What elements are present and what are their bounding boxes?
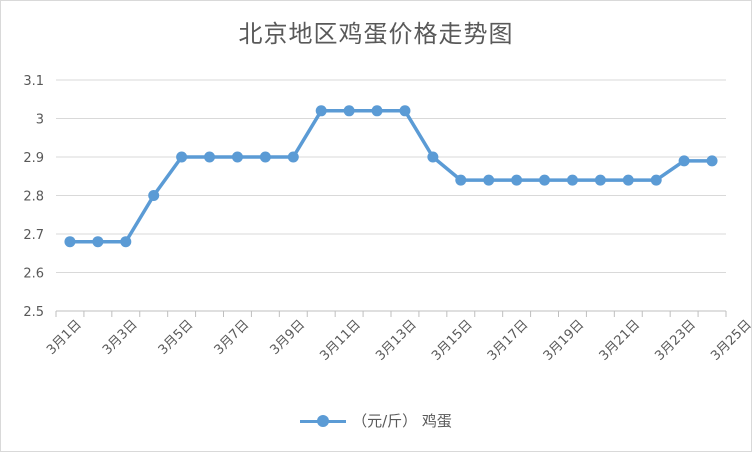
- data-point: [539, 174, 551, 186]
- y-tick-label: 2.6: [23, 267, 44, 282]
- x-tick-label: 3月9日: [267, 317, 308, 358]
- data-point: [706, 155, 718, 167]
- data-point: [371, 105, 383, 117]
- y-tick-label: 2.8: [23, 190, 44, 205]
- data-point: [259, 151, 271, 163]
- data-point: [287, 151, 299, 163]
- data-point: [315, 105, 327, 117]
- x-tick-label: 3月15日: [429, 317, 476, 364]
- y-tick-label: 2.5: [23, 305, 44, 320]
- series-line: [69, 109, 713, 244]
- data-point: [427, 151, 439, 163]
- chart-title: 北京地区鸡蛋价格走势图: [238, 20, 514, 48]
- x-tick-label: 3月23日: [652, 317, 699, 364]
- y-tick-label: 3.1: [23, 74, 44, 89]
- x-tick-label: 3月21日: [597, 317, 644, 364]
- x-tick-label: 3月17日: [485, 317, 532, 364]
- data-point: [678, 155, 690, 167]
- x-tick-label: 3月11日: [317, 317, 364, 364]
- series-egg-price: [64, 105, 718, 248]
- x-tick-label: 3月3日: [100, 317, 141, 358]
- x-axis: 3月1日 3月3日 3月5日 3月7日 3月9日 3月11日 3月13日 3月15日 3月17日…: [44, 311, 752, 364]
- gridlines: [56, 79, 726, 312]
- data-point: [92, 236, 104, 248]
- y-axis-ticks: 2.5 2.6 2.7 2.8 2.9 3 3.1: [23, 74, 44, 320]
- data-point: [64, 236, 76, 248]
- data-point: [176, 151, 188, 163]
- data-point: [120, 236, 132, 248]
- x-tick-label: 3月5日: [156, 317, 197, 358]
- data-point: [204, 151, 216, 163]
- data-point: [455, 174, 467, 186]
- data-point: [399, 105, 411, 117]
- legend-label: （元/斤） 鸡蛋: [352, 412, 452, 430]
- x-tick-label: 3月19日: [541, 317, 588, 364]
- data-point: [566, 174, 578, 186]
- data-point: [511, 174, 523, 186]
- data-point: [343, 105, 355, 117]
- x-tick-label: 3月25日: [708, 317, 752, 364]
- x-tick-label: 3月13日: [373, 317, 420, 364]
- data-point: [231, 151, 243, 163]
- data-point: [650, 174, 662, 186]
- data-point: [594, 174, 606, 186]
- y-tick-label: 2.7: [23, 228, 44, 243]
- data-point: [148, 190, 160, 201]
- legend: （元/斤） 鸡蛋: [0, 410, 752, 431]
- legend-marker-icon: [300, 414, 347, 428]
- y-tick-label: 2.9: [23, 151, 44, 166]
- y-tick-label: 3: [36, 113, 44, 128]
- data-point: [483, 174, 495, 186]
- x-tick-label: 3月7日: [212, 317, 253, 358]
- data-point: [622, 174, 634, 186]
- x-tick-label: 3月1日: [44, 317, 85, 358]
